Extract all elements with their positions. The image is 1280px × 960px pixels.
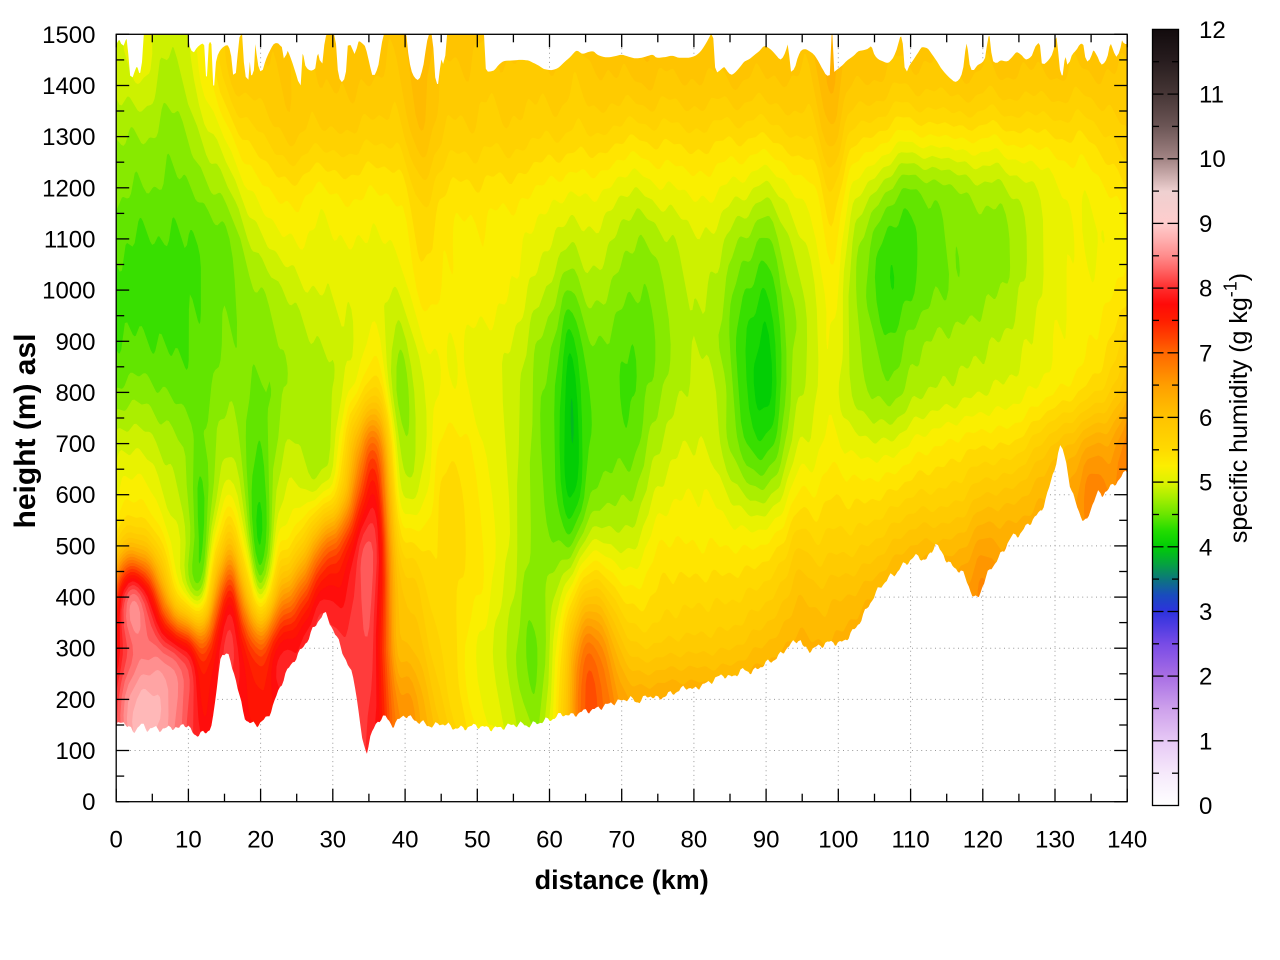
svg-text:10: 10 <box>1199 146 1226 173</box>
svg-text:distance (km): distance (km) <box>535 865 709 895</box>
svg-text:130: 130 <box>1035 827 1075 854</box>
svg-text:900: 900 <box>55 329 95 356</box>
svg-text:60: 60 <box>536 827 563 854</box>
svg-text:1400: 1400 <box>42 73 95 100</box>
svg-text:1: 1 <box>1199 728 1212 755</box>
svg-text:110: 110 <box>891 827 929 854</box>
svg-text:11: 11 <box>1199 82 1224 109</box>
svg-text:20: 20 <box>247 827 274 854</box>
svg-text:500: 500 <box>55 533 95 560</box>
svg-text:5: 5 <box>1199 470 1212 497</box>
svg-text:140: 140 <box>1107 827 1147 854</box>
svg-text:0: 0 <box>82 789 95 816</box>
svg-text:30: 30 <box>319 827 346 854</box>
svg-text:10: 10 <box>175 827 202 854</box>
svg-text:height (m) asl: height (m) asl <box>9 333 42 528</box>
svg-text:40: 40 <box>392 827 419 854</box>
svg-text:70: 70 <box>608 827 635 854</box>
svg-text:700: 700 <box>55 431 95 458</box>
svg-text:specific humidity (g kg-1): specific humidity (g kg-1) <box>1221 273 1254 543</box>
svg-text:4: 4 <box>1199 534 1212 561</box>
svg-text:1100: 1100 <box>44 226 96 253</box>
svg-text:6: 6 <box>1199 405 1212 432</box>
svg-text:12: 12 <box>1199 17 1226 44</box>
svg-text:400: 400 <box>55 585 95 612</box>
svg-text:80: 80 <box>681 827 708 854</box>
svg-text:1200: 1200 <box>42 175 95 202</box>
svg-text:7: 7 <box>1199 340 1212 367</box>
svg-text:1300: 1300 <box>42 124 95 151</box>
svg-text:1500: 1500 <box>42 22 95 49</box>
svg-text:2: 2 <box>1199 664 1212 691</box>
svg-text:1000: 1000 <box>42 278 95 305</box>
svg-text:200: 200 <box>55 687 95 714</box>
svg-text:3: 3 <box>1199 599 1212 626</box>
svg-text:0: 0 <box>110 827 123 854</box>
svg-text:0: 0 <box>1199 793 1212 820</box>
svg-text:8: 8 <box>1199 276 1212 303</box>
svg-text:600: 600 <box>55 482 95 509</box>
svg-text:9: 9 <box>1199 211 1212 238</box>
svg-text:100: 100 <box>55 738 95 765</box>
svg-text:90: 90 <box>753 827 780 854</box>
svg-text:100: 100 <box>818 827 858 854</box>
svg-text:50: 50 <box>464 827 491 854</box>
svg-text:800: 800 <box>55 380 95 407</box>
svg-text:120: 120 <box>963 827 1003 854</box>
svg-text:300: 300 <box>55 636 95 663</box>
